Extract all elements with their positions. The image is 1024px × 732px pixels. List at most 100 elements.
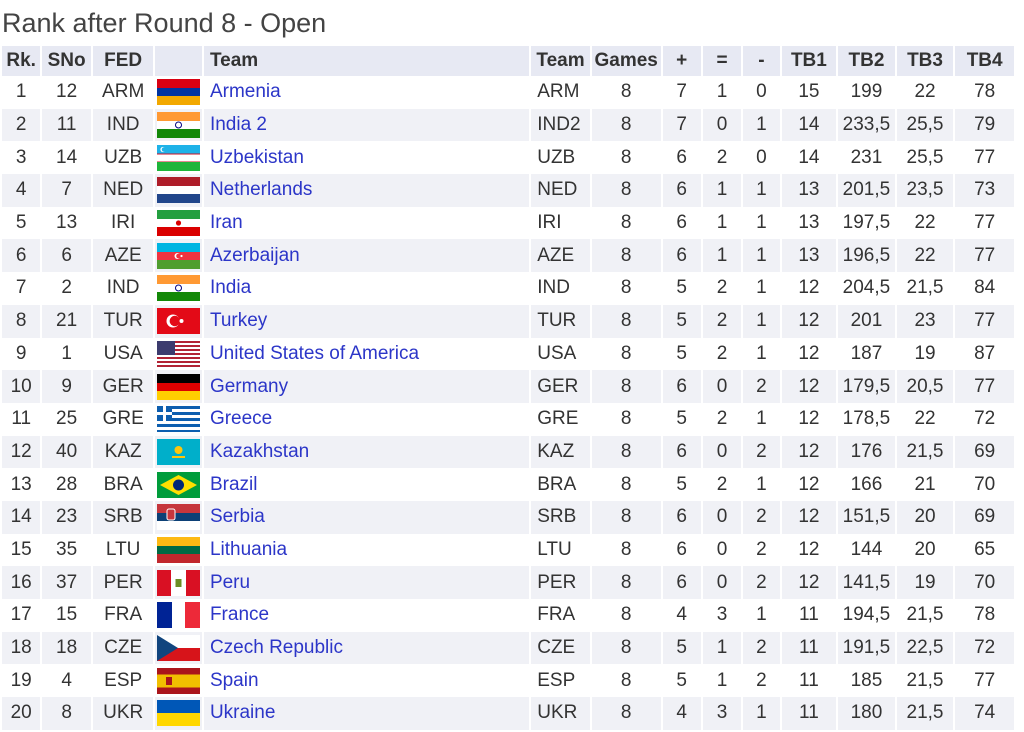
team-link[interactable]: Peru: [209, 571, 251, 593]
team-link[interactable]: Germany: [209, 375, 289, 397]
cell-wins: 7: [662, 108, 701, 142]
col-header-draws[interactable]: =: [702, 46, 742, 76]
cell-sno: 13: [42, 206, 91, 240]
cell-rank: 15: [2, 533, 41, 567]
team-link[interactable]: Ukraine: [209, 702, 276, 724]
cell-sno: 12: [42, 76, 91, 109]
cell-games: 8: [591, 141, 661, 175]
team-link[interactable]: Brazil: [209, 473, 258, 495]
czech-flag-icon: [157, 635, 201, 662]
col-header-games[interactable]: Games: [591, 46, 661, 76]
cell-losses: 2: [743, 370, 780, 403]
team-link[interactable]: Kazakhstan: [209, 440, 310, 462]
cell-rank: 16: [2, 566, 41, 599]
table-row: 3 14 UZB Uzbekistan UZB 8 6 2 0 14 231 25,5 77: [2, 141, 1014, 175]
cell-tb2: 185: [838, 664, 895, 698]
cell-tb4: 70: [955, 566, 1014, 599]
cell-tb4: 78: [955, 76, 1014, 109]
cell-flag: [155, 631, 202, 665]
india-flag-icon: [157, 275, 201, 302]
cell-draws: 2: [702, 304, 742, 338]
cell-wins: 5: [662, 304, 701, 338]
team-link[interactable]: Greece: [209, 408, 273, 430]
cell-sno: 21: [42, 304, 91, 338]
cell-flag: [155, 468, 202, 501]
col-header-team-code[interactable]: Team: [531, 46, 590, 76]
cell-tb3: 19: [896, 566, 954, 599]
cell-team-code: TUR: [531, 304, 590, 338]
cell-wins: 6: [662, 370, 701, 403]
team-link[interactable]: Spain: [209, 669, 259, 691]
team-link[interactable]: United States of America: [209, 342, 420, 364]
col-header-tb3[interactable]: TB3: [896, 46, 954, 76]
cell-tb4: 77: [955, 304, 1014, 338]
cell-draws: 1: [702, 239, 742, 273]
col-header-sno[interactable]: SNo: [42, 46, 91, 76]
cell-wins: 4: [662, 697, 701, 730]
cell-rank: 13: [2, 468, 41, 501]
team-link[interactable]: India: [209, 277, 252, 299]
team-link[interactable]: Lithuania: [209, 538, 288, 560]
col-header-tb1[interactable]: TB1: [781, 46, 837, 76]
cell-tb2: 178,5: [838, 402, 895, 436]
cell-tb4: 72: [955, 631, 1014, 665]
team-link[interactable]: Armenia: [209, 81, 281, 103]
cell-tb1: 12: [781, 566, 837, 599]
table-row: 11 25 GRE Greece GRE 8 5 2 1 12 178,5 22 72: [2, 402, 1014, 436]
team-link[interactable]: Uzbekistan: [209, 146, 304, 168]
cell-games: 8: [591, 370, 661, 403]
cell-losses: 1: [743, 239, 780, 273]
cell-losses: 1: [743, 174, 780, 207]
cell-team: Ukraine: [203, 697, 530, 730]
cell-tb1: 12: [781, 533, 837, 567]
cell-team-code: ESP: [531, 664, 590, 698]
team-link[interactable]: Azerbaijan: [209, 244, 300, 266]
cell-sno: 28: [42, 468, 91, 501]
col-header-team[interactable]: Team: [203, 46, 530, 76]
cell-games: 8: [591, 664, 661, 698]
cell-team-code: AZE: [531, 239, 590, 273]
cell-tb1: 11: [781, 631, 837, 665]
cell-tb1: 14: [781, 141, 837, 175]
team-link[interactable]: France: [209, 604, 270, 626]
team-link[interactable]: Turkey: [209, 310, 268, 332]
cell-games: 8: [591, 337, 661, 371]
cell-tb4: 73: [955, 174, 1014, 207]
team-link[interactable]: Iran: [209, 212, 243, 234]
cell-losses: 1: [743, 206, 780, 240]
team-link[interactable]: Netherlands: [209, 179, 313, 201]
cell-wins: 6: [662, 435, 701, 469]
team-link[interactable]: Serbia: [209, 506, 265, 528]
ukraine-flag-icon: [157, 700, 201, 727]
cell-tb1: 12: [781, 435, 837, 469]
table-row: 4 7 NED Netherlands NED 8 6 1 1 13 201,5 23,5 73: [2, 174, 1014, 207]
col-header-tb4[interactable]: TB4: [955, 46, 1014, 76]
col-header-fed[interactable]: FED: [92, 46, 154, 76]
col-header-losses[interactable]: -: [743, 46, 780, 76]
col-header-wins[interactable]: +: [662, 46, 701, 76]
cell-wins: 5: [662, 402, 701, 436]
cell-tb3: 22: [896, 239, 954, 273]
cell-tb2: 191,5: [838, 631, 895, 665]
greece-flag-icon: [157, 406, 201, 433]
cell-team-code: UKR: [531, 697, 590, 730]
team-link[interactable]: Czech Republic: [209, 637, 344, 659]
cell-games: 8: [591, 697, 661, 730]
cell-rank: 7: [2, 272, 41, 305]
cell-sno: 23: [42, 500, 91, 534]
cell-rank: 14: [2, 500, 41, 534]
cell-rank: 1: [2, 76, 41, 109]
table-header-row: Rk. SNo FED Team Team Games + = - TB1 TB…: [2, 46, 1014, 76]
cell-team: United States of America: [203, 337, 530, 371]
cell-wins: 5: [662, 337, 701, 371]
cell-wins: 6: [662, 141, 701, 175]
cell-tb2: 194,5: [838, 599, 895, 632]
col-header-rank[interactable]: Rk.: [2, 46, 41, 76]
cell-flag: [155, 337, 202, 371]
team-link[interactable]: India 2: [209, 114, 267, 136]
cell-sno: 14: [42, 141, 91, 175]
cell-tb1: 12: [781, 272, 837, 305]
cell-draws: 3: [702, 599, 742, 632]
col-header-tb2[interactable]: TB2: [838, 46, 895, 76]
cell-fed: PER: [92, 566, 154, 599]
